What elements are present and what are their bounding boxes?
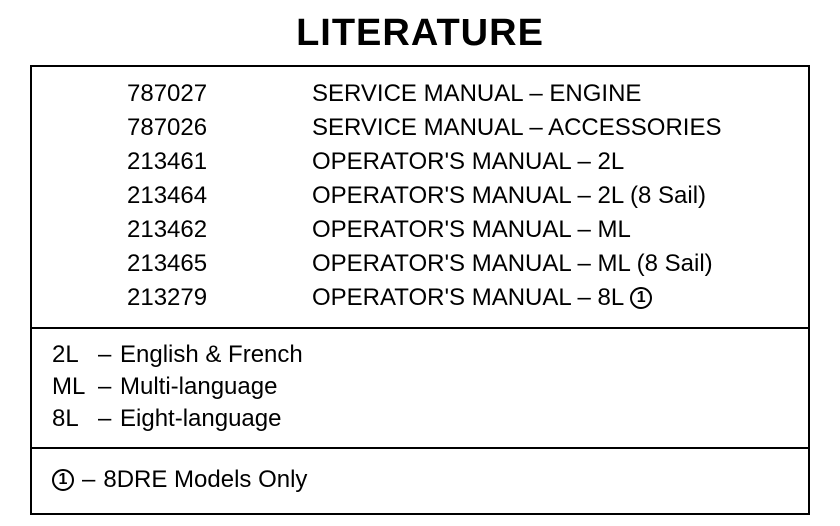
item-desc: OPERATOR'S MANUAL – 2L [262, 145, 788, 179]
item-desc-text: OPERATOR'S MANUAL – 8L [312, 281, 624, 315]
item-desc: OPERATOR'S MANUAL – 8L 1 [262, 281, 788, 315]
legend-section: 2L – English & French ML – Multi-languag… [32, 327, 808, 447]
legend-text: Multi-language [120, 371, 277, 403]
item-desc-text: SERVICE MANUAL – ENGINE [312, 77, 641, 111]
item-desc: OPERATOR'S MANUAL – ML [262, 213, 788, 247]
literature-page: LITERATURE 787027 SERVICE MANUAL – ENGIN… [0, 0, 840, 526]
note-row: 1 – 8DRE Models Only [52, 459, 788, 501]
note-text: 8DRE Models Only [103, 463, 307, 497]
note-dash: – [82, 463, 95, 497]
literature-box: 787027 SERVICE MANUAL – ENGINE 787026 SE… [30, 65, 810, 515]
item-code: 787027 [52, 77, 262, 111]
item-code: 213279 [52, 281, 262, 315]
notes-section: 1 – 8DRE Models Only [32, 447, 808, 513]
legend-row: 2L – English & French [52, 339, 788, 371]
item-desc-text: SERVICE MANUAL – ACCESSORIES [312, 111, 721, 145]
item-code: 213465 [52, 247, 262, 281]
item-code: 213461 [52, 145, 262, 179]
table-row: 213461 OPERATOR'S MANUAL – 2L [52, 145, 788, 179]
note-ref-icon: 1 [52, 469, 74, 491]
item-desc: SERVICE MANUAL – ACCESSORIES [262, 111, 788, 145]
items-section: 787027 SERVICE MANUAL – ENGINE 787026 SE… [32, 67, 808, 327]
table-row: 213464 OPERATOR'S MANUAL – 2L (8 Sail) [52, 179, 788, 213]
legend-row: 8L – Eight-language [52, 403, 788, 435]
legend-key: ML [52, 371, 98, 403]
item-desc: SERVICE MANUAL – ENGINE [262, 77, 788, 111]
table-row: 787026 SERVICE MANUAL – ACCESSORIES [52, 111, 788, 145]
legend-dash: – [98, 371, 120, 403]
table-row: 213465 OPERATOR'S MANUAL – ML (8 Sail) [52, 247, 788, 281]
item-desc: OPERATOR'S MANUAL – ML (8 Sail) [262, 247, 788, 281]
item-code: 213464 [52, 179, 262, 213]
legend-dash: – [98, 403, 120, 435]
page-title: LITERATURE [20, 12, 820, 55]
legend-text: Eight-language [120, 403, 281, 435]
item-desc-text: OPERATOR'S MANUAL – 2L (8 Sail) [312, 179, 706, 213]
item-desc-text: OPERATOR'S MANUAL – ML (8 Sail) [312, 247, 713, 281]
legend-key: 2L [52, 339, 98, 371]
legend-row: ML – Multi-language [52, 371, 788, 403]
note-ref-icon: 1 [630, 287, 652, 309]
item-code: 213462 [52, 213, 262, 247]
item-desc-text: OPERATOR'S MANUAL – 2L [312, 145, 624, 179]
item-desc: OPERATOR'S MANUAL – 2L (8 Sail) [262, 179, 788, 213]
item-desc-text: OPERATOR'S MANUAL – ML [312, 213, 631, 247]
table-row: 213462 OPERATOR'S MANUAL – ML [52, 213, 788, 247]
legend-text: English & French [120, 339, 303, 371]
legend-dash: – [98, 339, 120, 371]
legend-key: 8L [52, 403, 98, 435]
item-code: 787026 [52, 111, 262, 145]
table-row: 787027 SERVICE MANUAL – ENGINE [52, 77, 788, 111]
table-row: 213279 OPERATOR'S MANUAL – 8L 1 [52, 281, 788, 315]
